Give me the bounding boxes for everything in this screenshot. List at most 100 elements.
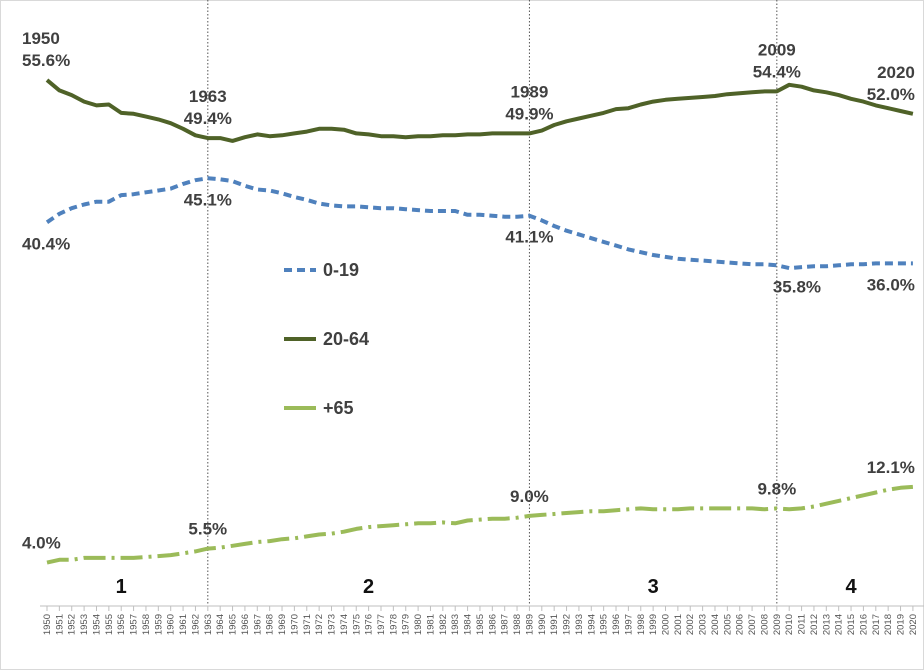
x-tick-label-1991: 1991 bbox=[549, 614, 560, 635]
x-tick-label-1988: 1988 bbox=[512, 614, 523, 635]
annotation-20-64-1963: 49.4% bbox=[184, 109, 232, 128]
x-tick-label-1965: 1965 bbox=[228, 614, 239, 635]
x-tick-label-1996: 1996 bbox=[611, 614, 622, 635]
x-tick-label-2007: 2007 bbox=[747, 614, 758, 635]
x-tick-label-2005: 2005 bbox=[722, 614, 733, 635]
x-tick-label-2009: 2009 bbox=[772, 614, 783, 635]
annotation-year-1963: 1963 bbox=[189, 87, 227, 106]
x-tick-label-1993: 1993 bbox=[574, 614, 585, 635]
x-tick-label-1994: 1994 bbox=[586, 614, 597, 635]
annotation-year-1950: 1950 bbox=[22, 29, 60, 48]
x-tick-label-2016: 2016 bbox=[858, 614, 869, 635]
phase-label-3: 3 bbox=[648, 576, 659, 598]
annotation-0-19-2009: 35.8% bbox=[773, 277, 821, 296]
annotation-20-64-1989: 49.9% bbox=[505, 104, 553, 123]
x-tick-label-1958: 1958 bbox=[141, 614, 152, 635]
x-tick-label-1959: 1959 bbox=[153, 614, 164, 635]
x-tick-label-1970: 1970 bbox=[289, 614, 300, 635]
x-tick-label-1982: 1982 bbox=[438, 614, 449, 635]
x-tick-label-1979: 1979 bbox=[401, 614, 412, 635]
x-tick-label-1984: 1984 bbox=[463, 614, 474, 635]
annotation-0-19-2020: 36.0% bbox=[867, 275, 915, 294]
x-tick-label-2012: 2012 bbox=[809, 614, 820, 635]
x-tick-label-1954: 1954 bbox=[91, 614, 102, 635]
x-tick-label-1986: 1986 bbox=[487, 614, 498, 635]
x-tick-label-1983: 1983 bbox=[450, 614, 461, 635]
x-tick-label-1977: 1977 bbox=[376, 614, 387, 635]
x-tick-label-1964: 1964 bbox=[215, 614, 226, 635]
series-line-+65 bbox=[46, 484, 914, 565]
x-tick-label-1997: 1997 bbox=[623, 614, 634, 635]
x-tick-label-2008: 2008 bbox=[759, 614, 770, 635]
phase-label-4: 4 bbox=[845, 576, 857, 598]
x-tick-label-1952: 1952 bbox=[67, 614, 78, 635]
legend-label-20-64: 20-64 bbox=[323, 329, 369, 349]
x-tick-label-2006: 2006 bbox=[735, 614, 746, 635]
x-tick-label-1972: 1972 bbox=[314, 614, 325, 635]
x-tick-label-1976: 1976 bbox=[364, 614, 375, 635]
x-tick-label-1978: 1978 bbox=[388, 614, 399, 635]
phase-label-1: 1 bbox=[116, 576, 127, 598]
x-tick-label-2002: 2002 bbox=[685, 614, 696, 635]
annotation-20-64-2009: 54.4% bbox=[753, 62, 801, 81]
x-tick-label-1971: 1971 bbox=[302, 614, 313, 635]
x-tick-label-2011: 2011 bbox=[797, 614, 808, 634]
annotation-20-64-2020: 52.0% bbox=[867, 85, 915, 104]
x-tick-label-1995: 1995 bbox=[599, 614, 610, 635]
x-tick-label-1987: 1987 bbox=[500, 614, 511, 635]
x-tick-label-1990: 1990 bbox=[537, 614, 548, 635]
annotation-year-2009: 2009 bbox=[758, 40, 796, 59]
x-tick-label-1966: 1966 bbox=[240, 614, 251, 635]
annotation-year-1989: 1989 bbox=[511, 82, 549, 101]
x-tick-label-1981: 1981 bbox=[425, 614, 436, 635]
x-axis: 1950 1951 1952 1953 1954 1955 1956 1957 1958 1959… bbox=[40, 605, 924, 635]
x-tick-label-1974: 1974 bbox=[339, 614, 350, 635]
x-tick-label-1955: 1955 bbox=[104, 614, 115, 635]
annotation-0-19-1963: 45.1% bbox=[184, 190, 232, 209]
annotation-+65-1963: 5.5% bbox=[188, 520, 227, 539]
legend: 0-19 20-64 +65 bbox=[284, 260, 369, 418]
series-line-20-64 bbox=[45, 78, 914, 143]
legend-label-0-19: 0-19 bbox=[323, 260, 359, 280]
x-tick-label-1967: 1967 bbox=[252, 614, 263, 635]
x-tick-label-2017: 2017 bbox=[871, 614, 882, 635]
x-tick-label-2014: 2014 bbox=[834, 614, 845, 635]
x-tick-label-2003: 2003 bbox=[698, 614, 709, 635]
x-tick-label-1951: 1951 bbox=[54, 614, 65, 635]
x-tick-label-2000: 2000 bbox=[661, 614, 672, 635]
legend-label-+65: +65 bbox=[323, 398, 354, 418]
x-tick-label-1968: 1968 bbox=[265, 614, 276, 635]
x-tick-label-1953: 1953 bbox=[79, 614, 90, 635]
x-tick-label-2019: 2019 bbox=[896, 614, 907, 635]
x-tick-label-1998: 1998 bbox=[636, 614, 647, 635]
annotation-20-64-1950: 55.6% bbox=[22, 51, 70, 70]
x-tick-label-1963: 1963 bbox=[203, 614, 214, 635]
x-tick-label-2018: 2018 bbox=[883, 614, 894, 635]
series-line-0-19 bbox=[45, 176, 913, 271]
annotation-year-2020: 2020 bbox=[877, 63, 915, 82]
x-tick-label-1975: 1975 bbox=[351, 614, 362, 635]
x-tick-label-1960: 1960 bbox=[166, 614, 177, 635]
x-tick-label-1956: 1956 bbox=[116, 614, 127, 635]
phase-labels: 1 2 3 4 bbox=[116, 576, 858, 598]
x-tick-label-2004: 2004 bbox=[710, 614, 721, 635]
annotation-0-19-1989: 41.1% bbox=[505, 228, 553, 247]
x-tick-label-1957: 1957 bbox=[129, 614, 140, 635]
annotation-+65-2020: 12.1% bbox=[867, 458, 915, 477]
x-tick-label-1950: 1950 bbox=[42, 614, 53, 635]
x-tick-label-2013: 2013 bbox=[821, 614, 832, 635]
x-tick-label-1985: 1985 bbox=[475, 614, 486, 635]
annotation-+65-2009: 9.8% bbox=[757, 479, 796, 498]
annotation-+65-1989: 9.0% bbox=[510, 487, 549, 506]
series-lines bbox=[45, 78, 914, 565]
x-tick-label-1999: 1999 bbox=[648, 614, 659, 635]
x-tick-label-1969: 1969 bbox=[277, 614, 288, 635]
x-tick-label-2015: 2015 bbox=[846, 614, 857, 635]
x-tick-label-2001: 2001 bbox=[673, 614, 684, 635]
phase-dividers bbox=[207, 0, 778, 606]
x-tick-label-1962: 1962 bbox=[190, 614, 201, 635]
x-tick-label-1973: 1973 bbox=[327, 614, 338, 635]
annotation-+65-1950: 4.0% bbox=[22, 534, 61, 553]
